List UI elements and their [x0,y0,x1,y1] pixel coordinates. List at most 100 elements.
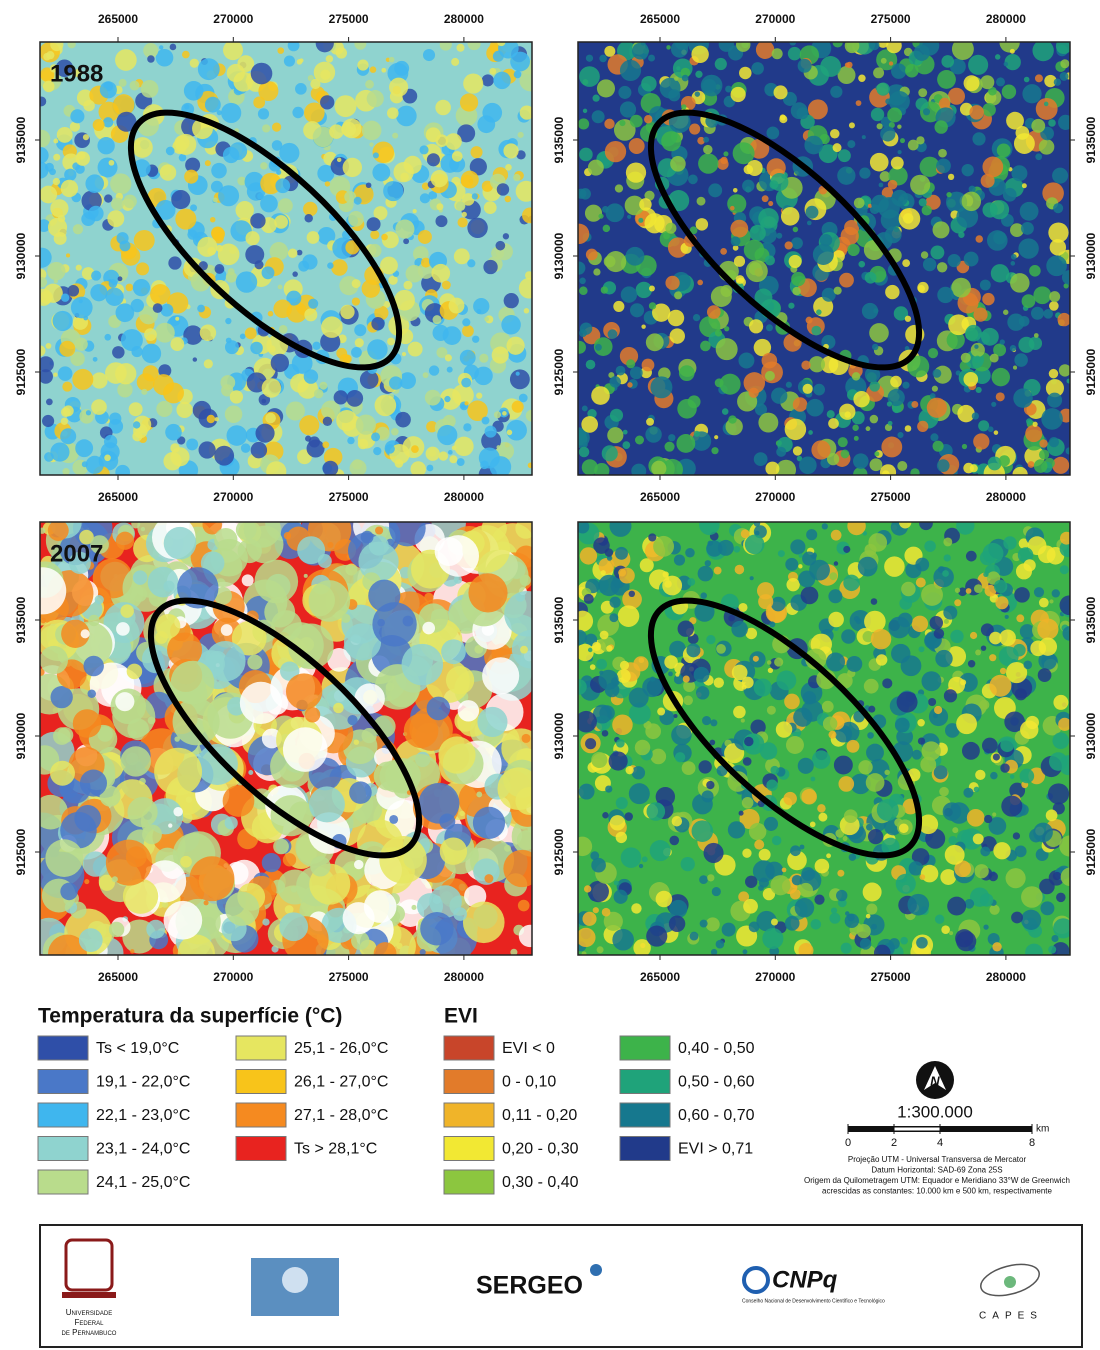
map-texture [964,252,979,267]
scale-tick-label: 2 [891,1137,897,1149]
map-texture [53,154,60,161]
map-texture [462,318,470,326]
map-texture [807,221,812,226]
ufpe-text: de Pernambuco [62,1328,117,1337]
map-texture [204,359,213,368]
map-texture [150,284,170,304]
legend-swatch [236,1137,286,1161]
legend-swatch [620,1103,670,1127]
map-texture [221,103,241,123]
map-texture [593,907,599,913]
map-texture [642,856,648,862]
map-texture [823,717,837,731]
map-texture [798,564,802,568]
map-texture [722,923,736,937]
map-texture [431,264,450,283]
map-texture [735,565,745,575]
map-texture [891,63,906,78]
map-texture [674,291,682,299]
map-texture [991,402,996,407]
map-texture [853,391,869,407]
map-texture [109,279,118,288]
map-texture [389,57,395,63]
map-texture [197,744,238,785]
map-texture [822,288,836,302]
map-texture [897,124,901,128]
map-texture [578,118,589,129]
y-tick-label: 9130000 [14,232,28,279]
map-texture [871,629,892,650]
legend-swatch [236,1070,286,1094]
map-texture [828,418,839,429]
map-texture [435,100,451,116]
map-texture [901,582,915,596]
map-texture [700,920,708,928]
map-texture [53,139,58,144]
map-texture [616,739,625,748]
map-texture [457,458,465,466]
map-texture [993,842,1010,859]
map-texture [650,376,672,398]
map-texture [322,441,329,448]
map-texture [995,54,1000,59]
map-texture [109,922,124,937]
map-texture [482,417,490,425]
map-texture [246,231,260,245]
map-texture [580,188,591,199]
map-texture [502,411,507,416]
map-texture [728,415,736,423]
projection-note: Origem da Quilometragem UTM: Equador e M… [804,1176,1070,1185]
map-texture [736,275,745,284]
map-texture [689,123,700,134]
map-texture [383,181,403,201]
x-tick-label: 280000 [986,490,1026,504]
map-texture [939,787,949,797]
map-texture [174,736,179,741]
legend-swatch [38,1103,88,1127]
map-texture [156,401,172,417]
map-texture [1014,587,1030,603]
map-texture [990,772,998,780]
map-texture [785,558,798,571]
map-texture [932,369,941,378]
map-texture [714,567,722,575]
map-texture [739,603,748,612]
map-texture [579,447,590,458]
map-texture [707,541,712,546]
map-texture [917,719,924,726]
map-texture [131,299,144,312]
map-texture [624,812,633,821]
map-texture [839,404,855,420]
map-texture [91,399,107,415]
map-texture [1022,294,1036,308]
map-texture [265,413,276,424]
map-texture [886,38,902,54]
map-texture [170,443,180,453]
map-texture [856,100,862,106]
map-texture [166,147,175,156]
map-texture [104,454,111,461]
map-texture [1049,437,1059,447]
map-texture [438,736,475,773]
map-texture [1049,752,1068,771]
map-texture [866,773,885,792]
map-texture [612,929,634,951]
map-texture [286,673,322,709]
map-texture [980,893,993,906]
map-texture [207,415,215,423]
map-texture [323,461,339,477]
x-tick-label: 275000 [329,490,369,504]
map-texture [698,566,713,581]
map-texture [93,357,98,362]
map-texture [381,234,388,241]
y-tick-label: 9125000 [552,348,566,395]
map-texture [804,136,823,155]
map-texture [742,849,751,858]
x-tick-label: 265000 [640,970,680,984]
map-texture [164,527,197,560]
map-texture [889,61,893,65]
map-texture [692,820,714,842]
map-texture [844,809,858,823]
map-texture [134,230,155,251]
map-texture [745,535,765,555]
